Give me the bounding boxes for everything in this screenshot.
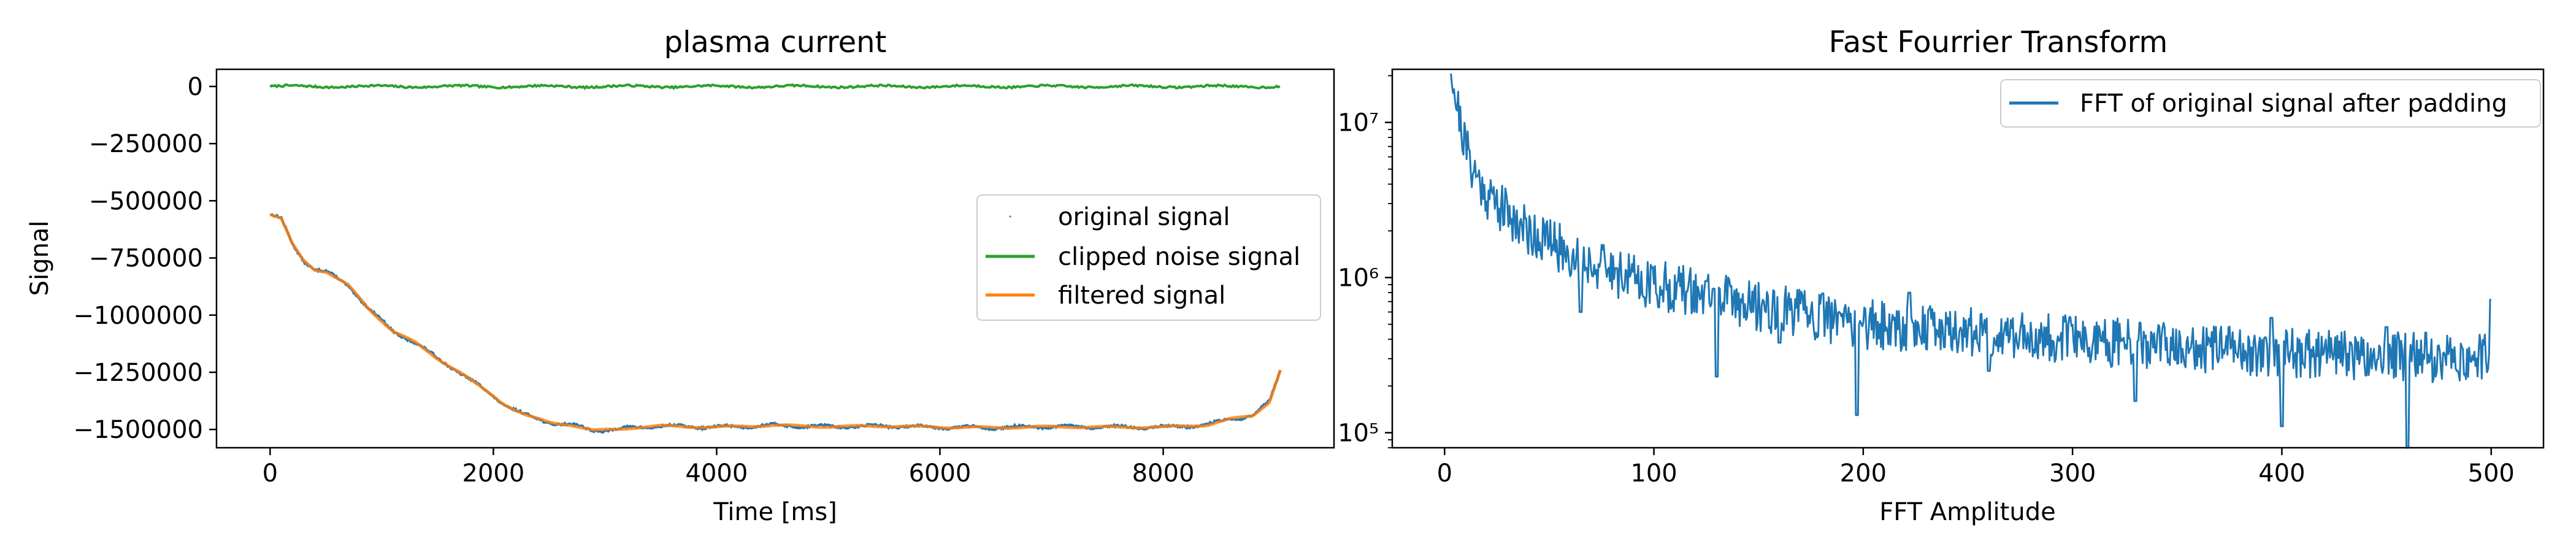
x-tick-label: 0 bbox=[1437, 459, 1452, 488]
y-tick-label: −750000 bbox=[89, 245, 203, 273]
legend-label-fft: FFT of original signal after padding bbox=[2080, 90, 2507, 118]
plasma-current-title: plasma current bbox=[664, 25, 887, 59]
fft-plot-area bbox=[1450, 73, 2491, 449]
series-filtered-signal bbox=[269, 213, 1282, 432]
plasma-current-y-axis-label: Signal bbox=[26, 221, 54, 296]
x-tick-label: 6000 bbox=[909, 459, 972, 488]
y-tick-label: 0 bbox=[188, 73, 203, 101]
x-tick-label: 0 bbox=[263, 459, 278, 488]
legend-frame bbox=[976, 194, 1321, 321]
x-tick-label: 500 bbox=[2468, 459, 2515, 488]
fft-title: Fast Fourrier Transform bbox=[1829, 25, 2168, 59]
series-fft bbox=[1450, 73, 2491, 449]
y-tick-label: −250000 bbox=[89, 130, 203, 158]
legend-frame bbox=[2000, 79, 2541, 128]
x-tick-label: 200 bbox=[1840, 459, 1887, 488]
legend-marker-original-signal bbox=[1009, 215, 1011, 218]
x-tick-label: 400 bbox=[2258, 459, 2305, 488]
plasma-current-x-axis-label: Time [ms] bbox=[713, 498, 837, 526]
x-tick-label: 8000 bbox=[1132, 459, 1195, 488]
fft-x-axis-label: FFT Amplitude bbox=[1879, 498, 2055, 526]
plasma-current-legend: original signal clipped noise signal fil… bbox=[976, 194, 1321, 321]
legend-label-filtered-signal: filtered signal bbox=[1058, 282, 1225, 310]
series-clipped-noise-signal bbox=[269, 83, 1281, 90]
y-tick-label: −500000 bbox=[89, 187, 203, 215]
legend-label-original-signal: original signal bbox=[1058, 203, 1230, 231]
fft-grid-ticks: 0 100 200 300 400 500 10⁵ 10⁶ 10⁷ bbox=[1338, 75, 2515, 488]
fft-legend: FFT of original signal after padding bbox=[2000, 79, 2541, 128]
y-tick-label: −1250000 bbox=[73, 359, 203, 387]
plasma-current-chart: plasma current 0 2000 4000 6000 8000 0 −250000… bbox=[26, 25, 1335, 526]
y-tick-label: −1500000 bbox=[73, 416, 203, 444]
x-tick-label: 100 bbox=[1630, 459, 1677, 488]
legend-label-clipped-noise-signal: clipped noise signal bbox=[1058, 243, 1300, 271]
y-tick-label: 10⁶ bbox=[1338, 264, 1379, 293]
x-tick-label: 4000 bbox=[686, 459, 748, 488]
fft-chart: Fast Fourrier Transform 0 100 200 300 400 500… bbox=[1338, 25, 2545, 526]
plasma-current-grid-ticks: 0 2000 4000 6000 8000 0 −250000 −500000 −750000 −… bbox=[73, 73, 1194, 488]
fft-axes-frame bbox=[1391, 68, 2545, 449]
x-tick-label: 2000 bbox=[462, 459, 525, 488]
y-tick-label: −1000000 bbox=[73, 302, 203, 330]
x-tick-label: 300 bbox=[2049, 459, 2096, 488]
y-tick-label: 10⁵ bbox=[1338, 419, 1379, 447]
y-tick-label: 10⁷ bbox=[1338, 109, 1379, 137]
plasma-current-plot-area bbox=[269, 83, 1282, 434]
plasma-current-axes-frame bbox=[215, 68, 1335, 449]
